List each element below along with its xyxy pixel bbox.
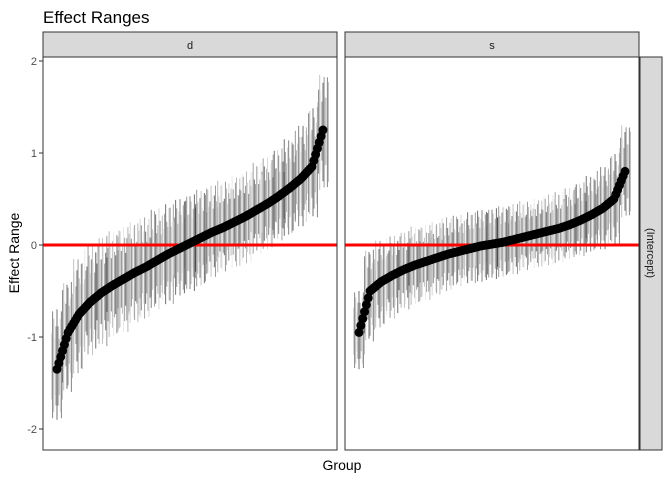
facet-strip-label: s: [489, 40, 495, 52]
facet-strip-label: d: [187, 40, 193, 52]
panel-border: [42, 56, 338, 451]
panel-d: d: [42, 31, 338, 451]
panel-border: [344, 56, 640, 451]
chart-title: Effect Ranges: [43, 8, 149, 27]
y-tick-label: 1: [31, 148, 37, 160]
y-tick-label: -2: [27, 424, 37, 436]
estimate-point: [620, 166, 630, 176]
y-tick-label: 2: [31, 56, 37, 68]
panel-s: s: [344, 31, 640, 451]
estimate-point: [354, 327, 364, 337]
estimate-point: [356, 321, 366, 330]
facet-strip: [344, 31, 640, 58]
estimate-point: [358, 314, 368, 324]
row-strip-label: (Intercept): [644, 228, 656, 278]
estimate-point: [318, 125, 328, 135]
y-tick-label: 0: [31, 240, 37, 252]
estimate-point: [360, 307, 370, 317]
estimate-point: [363, 293, 373, 303]
estimate-point: [361, 300, 371, 310]
y-tick-label: -1: [27, 332, 37, 344]
facet-strip: [42, 31, 338, 58]
x-axis-label: Group: [323, 457, 362, 473]
row-strip: [639, 56, 663, 451]
y-axis-label: Effect Range: [6, 212, 22, 293]
